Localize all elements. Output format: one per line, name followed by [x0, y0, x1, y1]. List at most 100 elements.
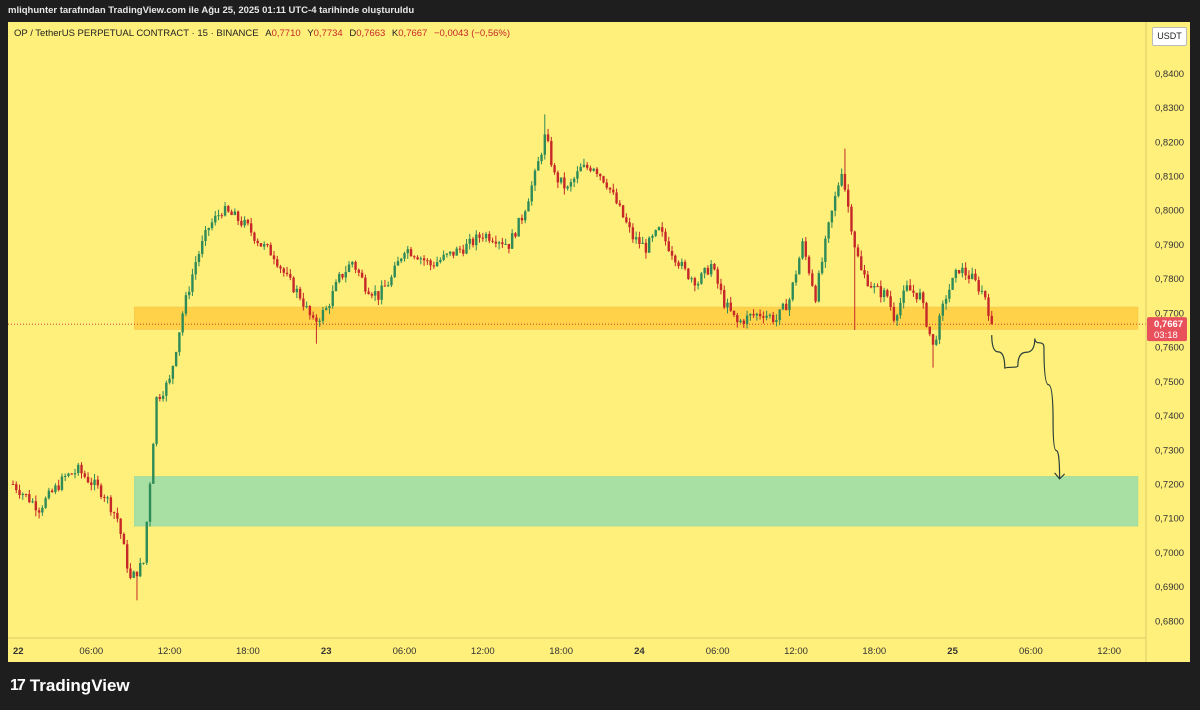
candle	[674, 254, 677, 267]
candle-body	[533, 170, 537, 186]
candle	[217, 209, 220, 221]
candle	[15, 481, 18, 494]
x-tick-label: 12:00	[158, 646, 182, 657]
candle-body	[807, 256, 811, 274]
candle-body	[824, 238, 827, 262]
candle	[37, 507, 41, 519]
candle-body	[801, 241, 804, 259]
candle	[171, 365, 175, 385]
candle	[135, 571, 139, 601]
candle	[918, 288, 922, 301]
candle	[830, 210, 834, 228]
candle	[651, 234, 654, 242]
candle	[726, 298, 729, 314]
candle-body	[249, 223, 253, 233]
price-axis[interactable]: 0,85000,84000,83000,82000,81000,80000,79…	[1155, 35, 1184, 628]
symbol-name[interactable]: OP / TetherUS PERPETUAL CONTRACT · 15 · …	[14, 28, 259, 39]
candle-body	[765, 315, 768, 318]
candle	[941, 300, 945, 321]
symbol-legend[interactable]: OP / TetherUS PERPETUAL CONTRACT · 15 · …	[14, 28, 510, 39]
candle-body	[413, 256, 416, 258]
candle-body	[589, 167, 592, 171]
candle	[559, 177, 563, 185]
candle	[827, 221, 830, 243]
candle	[608, 187, 612, 194]
candle-body	[50, 490, 54, 492]
candle	[791, 281, 794, 302]
candle-body	[106, 497, 109, 499]
zones-layer	[134, 306, 1139, 527]
candle-body	[670, 251, 674, 256]
candle-body	[269, 244, 272, 256]
candle-body	[599, 173, 602, 177]
candle-body	[357, 269, 361, 273]
candle	[706, 265, 710, 276]
candle	[347, 261, 351, 273]
candle	[922, 291, 925, 309]
candle-body	[11, 484, 15, 485]
candle	[595, 167, 599, 178]
candle-body	[318, 320, 321, 322]
candle-body	[853, 231, 856, 248]
candle	[853, 230, 856, 330]
resistance-zone[interactable]	[134, 306, 1139, 330]
candle-body	[122, 533, 126, 545]
y-tick-label: 0,7200	[1155, 480, 1184, 491]
projection-arrow	[991, 335, 1061, 479]
badge-price: 0,7667	[1154, 319, 1183, 330]
candle-body	[119, 518, 122, 534]
candle-body	[569, 182, 573, 187]
x-tick-label: 12:00	[1097, 646, 1121, 657]
candle	[93, 473, 96, 491]
candle-body	[57, 485, 60, 490]
candle-body	[458, 248, 462, 250]
x-tick-label: 12:00	[471, 646, 495, 657]
candle	[742, 318, 745, 328]
candle	[28, 489, 31, 504]
candle-body	[768, 314, 772, 316]
candle-body	[129, 568, 132, 578]
candle	[419, 256, 423, 265]
candle	[879, 280, 883, 303]
candle-body	[987, 297, 990, 316]
candle-body	[755, 313, 759, 316]
candle-body	[647, 237, 651, 253]
candle-body	[15, 484, 18, 491]
candle	[178, 332, 181, 356]
candle-body	[311, 315, 315, 318]
candle-body	[109, 497, 113, 513]
candle-body	[256, 240, 259, 244]
candle	[112, 511, 116, 520]
time-axis[interactable]: 22 06:00 12:00 18:00 23 06:00 12:00 18:00 24 06:0…	[13, 646, 1121, 657]
candle-body	[90, 482, 93, 486]
candle-body	[135, 571, 139, 577]
candle-body	[161, 395, 165, 399]
candle-body	[377, 291, 380, 300]
candle-body	[892, 306, 896, 321]
target-zone[interactable]	[134, 476, 1139, 527]
currency-selector[interactable]: USDT	[1152, 27, 1187, 46]
candle	[194, 256, 197, 280]
candle-body	[285, 272, 289, 275]
candle-body	[416, 257, 419, 260]
candles-layer	[11, 114, 993, 601]
chart-pane[interactable]	[8, 22, 1190, 662]
candle	[210, 218, 214, 231]
candle	[331, 285, 334, 309]
candle-body	[709, 264, 713, 275]
candle-body	[207, 228, 210, 231]
candle	[625, 213, 628, 224]
candle	[21, 492, 24, 500]
candle	[152, 442, 155, 484]
candle-body	[54, 485, 57, 492]
candle-body	[305, 305, 308, 307]
candle-body	[223, 206, 227, 216]
tradingview-logo[interactable]: 17 TradingView	[10, 676, 130, 696]
candle-body	[174, 352, 178, 366]
candle-body	[667, 241, 670, 252]
candle-body	[96, 479, 100, 486]
snapshot-caption: mliqhunter tarafından TradingView.com il…	[8, 5, 415, 16]
candle	[605, 178, 608, 190]
candle-body	[618, 203, 622, 206]
candle	[315, 314, 318, 344]
